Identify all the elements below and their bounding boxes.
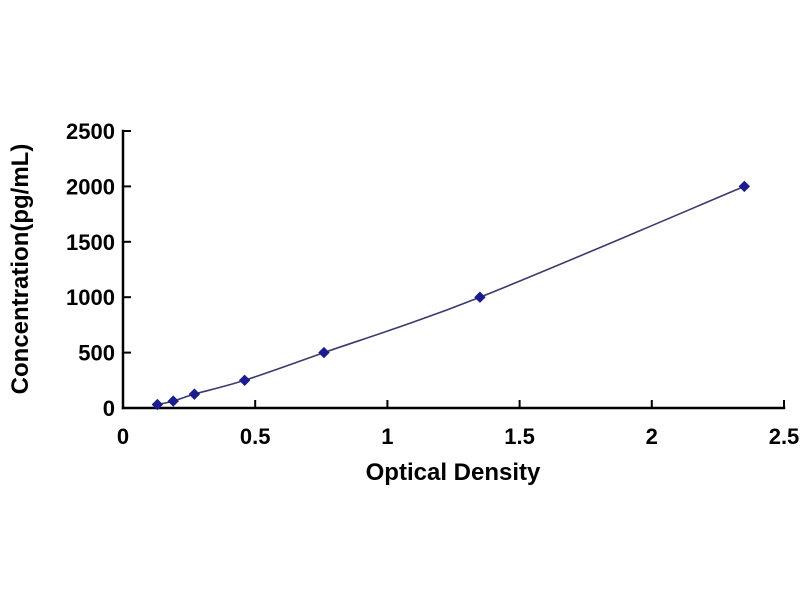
series-line xyxy=(157,185,745,406)
data-point-marker xyxy=(474,291,486,303)
x-tick-label: 0 xyxy=(117,424,129,449)
data-point-marker xyxy=(188,388,201,400)
data-point-marker xyxy=(738,180,751,193)
x-tick-label: 1.5 xyxy=(504,424,535,449)
axes xyxy=(121,129,786,410)
y-tick-label: 2500 xyxy=(66,119,115,144)
x-axis-title: Optical Density xyxy=(366,459,541,486)
y-tick-label: 1500 xyxy=(66,230,115,255)
y-tick-label: 500 xyxy=(78,341,115,366)
data-point-marker xyxy=(151,398,164,411)
data-point-marker xyxy=(318,346,330,359)
data-point-marker xyxy=(238,374,251,387)
data-point-marker xyxy=(167,395,179,407)
x-axis-tick-labels: 0 0.5 1 1.5 2 2.5 xyxy=(117,424,799,449)
x-tick-label: 0.5 xyxy=(240,424,271,449)
y-tick-label: 2000 xyxy=(66,174,115,199)
data-series xyxy=(151,180,751,411)
x-tick-label: 2 xyxy=(646,424,658,449)
y-axis-tick-labels: 0 500 1000 1500 2000 2500 xyxy=(66,119,115,421)
x-tick-label: 1 xyxy=(381,424,393,449)
x-tick-label: 2.5 xyxy=(769,424,800,449)
y-axis-title: Concentration(pg/mL) xyxy=(7,144,34,395)
y-tick-label: 1000 xyxy=(66,285,115,310)
y-axis-ticks xyxy=(123,130,131,409)
y-tick-label: 0 xyxy=(103,396,115,421)
x-axis-ticks xyxy=(122,400,785,408)
